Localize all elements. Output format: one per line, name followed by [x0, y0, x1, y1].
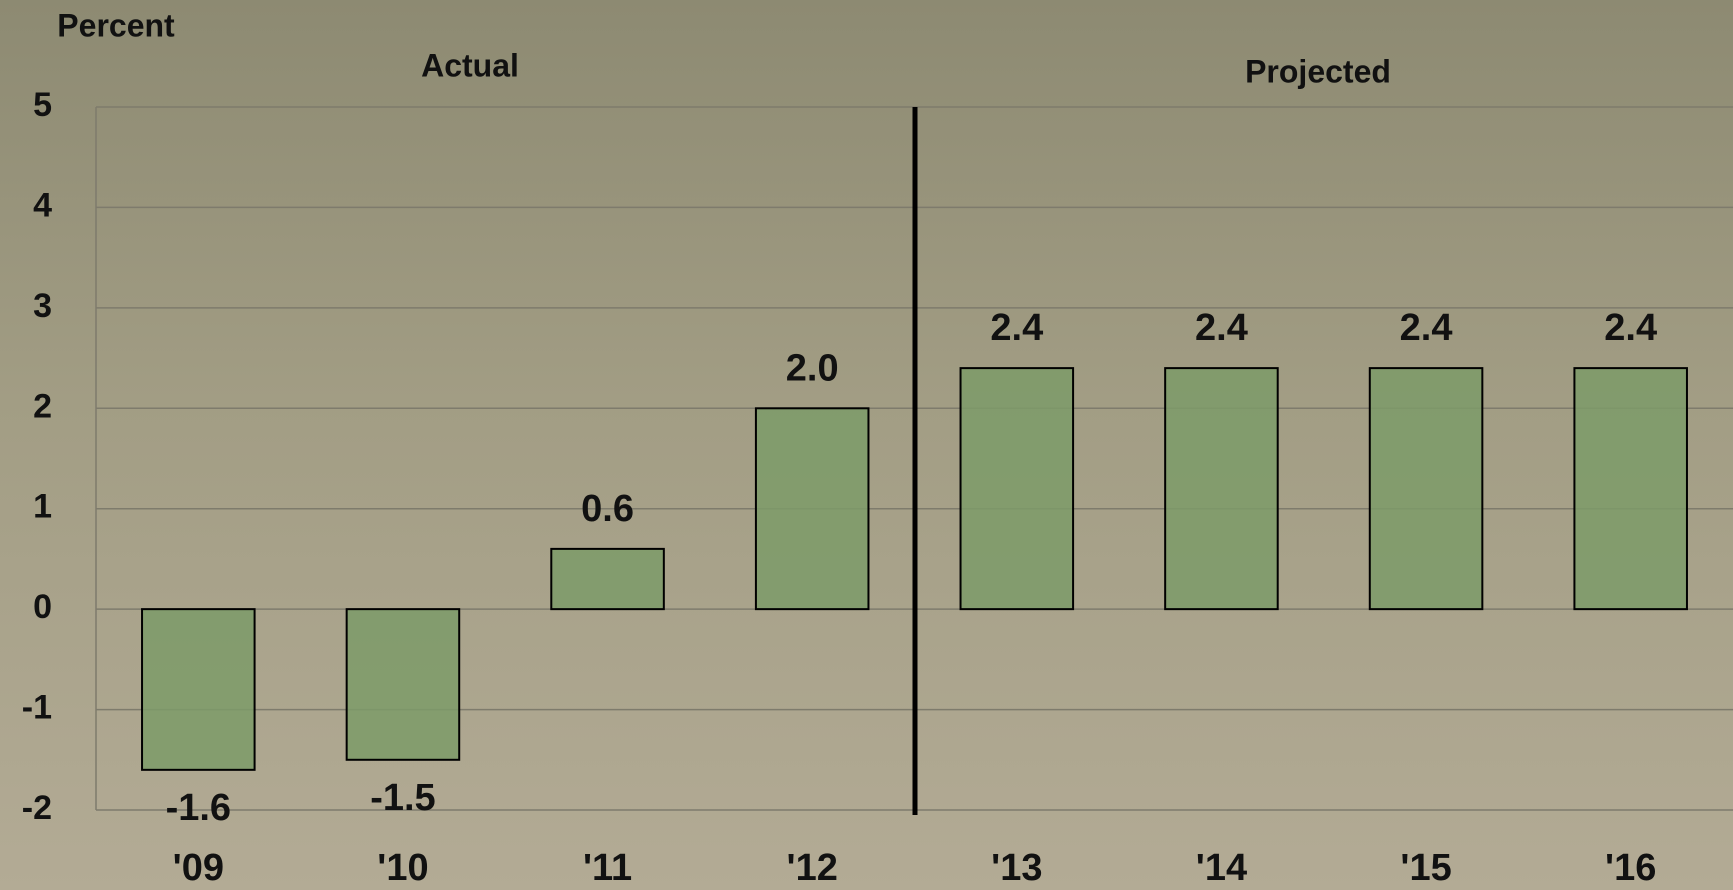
y-axis-label: Percent: [57, 7, 175, 43]
bar: [959, 367, 1075, 611]
y-tick-label: 5: [33, 86, 52, 124]
value-label: 2.4: [990, 307, 1043, 349]
annotation: Actual: [421, 47, 519, 83]
x-tick-label: '12: [787, 847, 838, 889]
bar: [1573, 367, 1688, 611]
x-tick-label: '11: [583, 847, 632, 889]
value-label: 2.4: [1604, 307, 1657, 349]
x-tick-label: '09: [173, 847, 224, 889]
value-label: 2.4: [1400, 307, 1453, 349]
x-tick-label: '15: [1400, 847, 1451, 889]
value-label: 0.6: [581, 488, 634, 530]
value-label: -1.6: [166, 787, 231, 829]
bar: [754, 407, 870, 611]
bar: [550, 547, 665, 611]
y-tick-label: 1: [33, 488, 52, 526]
bar: [1164, 367, 1279, 611]
x-tick-label: '10: [377, 847, 428, 889]
marks: [141, 367, 1688, 771]
x-tick-label: '14: [1196, 847, 1247, 889]
y-tick-label: -1: [22, 689, 52, 727]
value-label: 2.0: [786, 347, 839, 389]
value-label: -1.5: [370, 777, 435, 819]
x-tick-label: '16: [1605, 847, 1656, 889]
y-tick-label: -2: [22, 789, 52, 827]
x-tick-label: '13: [991, 847, 1042, 889]
value-label: 2.4: [1195, 307, 1248, 349]
bar: [345, 608, 461, 761]
bar: [1368, 367, 1484, 611]
y-tick-label: 2: [33, 387, 52, 425]
y-tick-label: 3: [33, 287, 52, 325]
y-tick-label: 4: [33, 186, 52, 224]
y-tick-label: 0: [33, 588, 52, 626]
bar: [141, 608, 256, 771]
annotation: Projected: [1245, 53, 1391, 89]
